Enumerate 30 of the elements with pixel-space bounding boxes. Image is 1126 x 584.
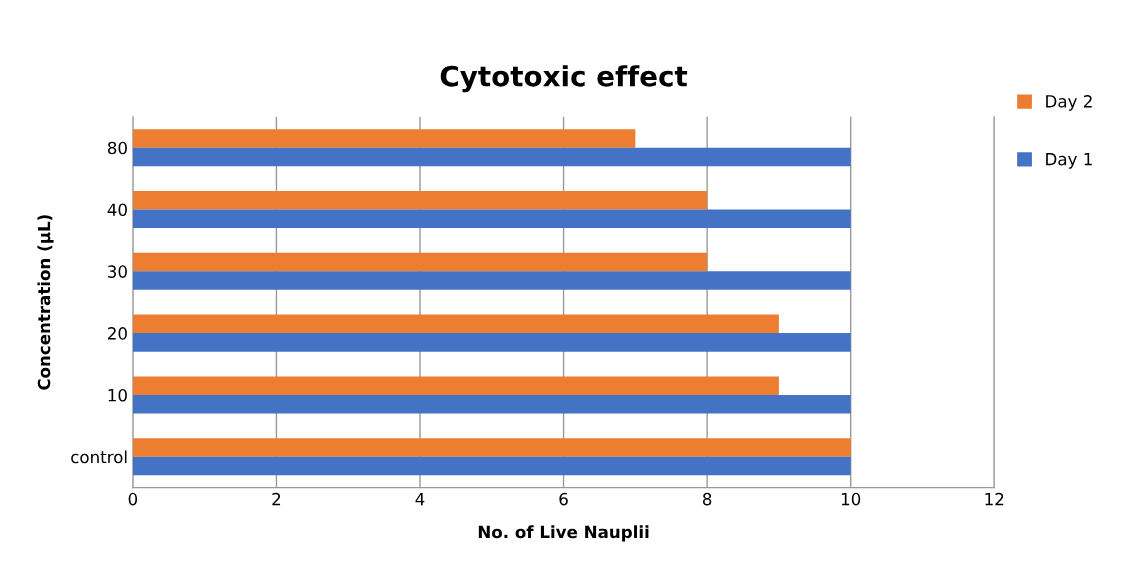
y-tick-label: 40 (107, 203, 127, 217)
x-tick-label: 8 (702, 492, 712, 506)
bar (132, 376, 779, 395)
x-axis-title: No. of Live Nauplii (478, 525, 649, 542)
legend-label: Day 2 (1046, 95, 1092, 111)
bar (132, 333, 851, 352)
bar (132, 209, 851, 229)
x-tick-label: 0 (128, 492, 138, 506)
bar (132, 314, 779, 334)
y-tick-label: 80 (107, 141, 127, 155)
x-tick-label: 2 (272, 492, 281, 506)
bar (132, 456, 851, 476)
x-tick-label: 10 (841, 492, 861, 506)
x-tick-label: 4 (415, 493, 425, 506)
bar (132, 394, 851, 414)
bar (132, 129, 636, 148)
chart-title: Cytotoxic effect (440, 65, 688, 93)
x-tick-label: 12 (985, 492, 1004, 506)
bar (132, 271, 851, 290)
y-tick-label: control (71, 450, 127, 464)
bar (132, 147, 851, 167)
legend-label: Day 1 (1046, 153, 1092, 169)
bar (132, 438, 851, 457)
y-axis-title: Concentration (µL) (37, 215, 54, 390)
x-tick-label: 6 (559, 492, 568, 506)
y-tick-label: 30 (108, 265, 127, 278)
bar (132, 252, 708, 272)
y-tick-label: 20 (108, 327, 127, 340)
y-tick-label: 10 (108, 388, 127, 402)
bar (132, 190, 708, 210)
